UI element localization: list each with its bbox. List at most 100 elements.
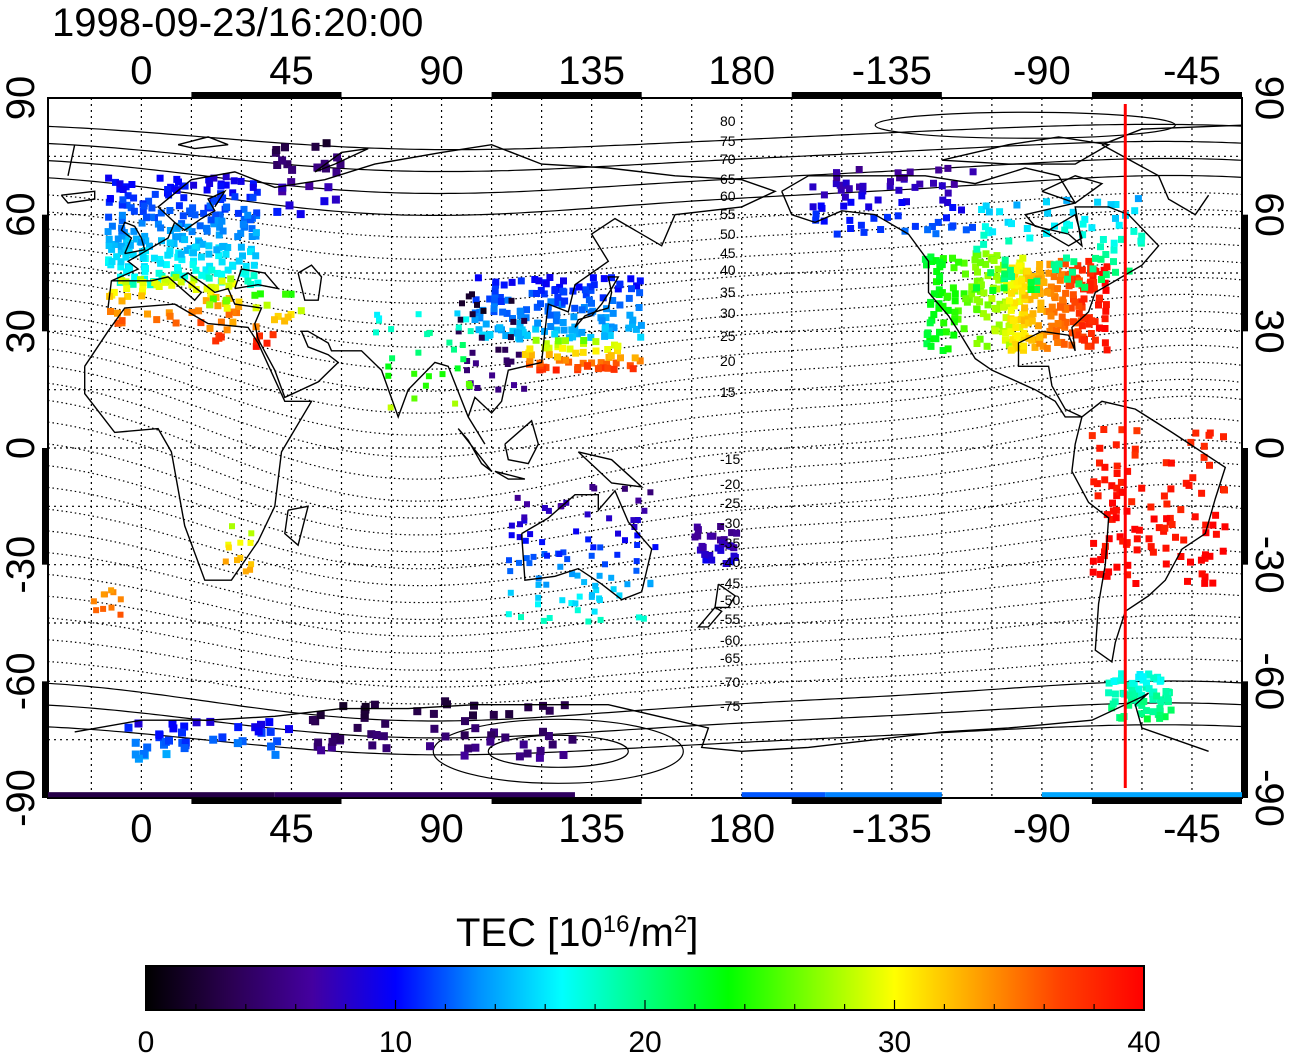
tec-point (246, 216, 254, 224)
tec-point (252, 342, 260, 350)
tec-point (616, 592, 623, 599)
tec-point (491, 287, 499, 295)
tec-point (181, 182, 189, 190)
tec-point (162, 261, 170, 269)
tec-point (1105, 535, 1113, 543)
tec-point (1185, 481, 1193, 489)
tec-point (206, 180, 214, 187)
tec-point (1048, 303, 1056, 311)
tec-point (1074, 262, 1082, 270)
tec-point (93, 607, 100, 614)
tec-point (119, 201, 127, 209)
tec-point (561, 297, 569, 305)
tec-point (274, 312, 282, 320)
tec-point (265, 718, 274, 727)
tec-point (161, 275, 169, 283)
contour-label: 55 (720, 206, 736, 222)
tec-point (526, 345, 534, 353)
tec-point (146, 242, 153, 250)
tec-point (928, 223, 936, 230)
frame-bar (791, 92, 942, 98)
tec-point (263, 301, 271, 309)
tec-point (155, 269, 163, 277)
tec-point (273, 207, 282, 216)
tec-point (641, 507, 648, 514)
coastline (941, 136, 1111, 165)
tec-point (731, 554, 739, 561)
tec-point (285, 201, 294, 210)
tec-point (1095, 294, 1103, 302)
tec-point (1143, 679, 1150, 687)
tec-point (865, 203, 873, 211)
tec-point (847, 225, 855, 232)
tec-point (1050, 308, 1058, 316)
tec-point (1034, 322, 1042, 330)
tec-point (108, 222, 116, 230)
tec-point (175, 178, 182, 186)
tec-point (129, 280, 137, 288)
tec-point (572, 349, 580, 357)
lon-tick-bottom: 45 (269, 807, 314, 851)
tec-point (974, 251, 982, 259)
contour-label: 80 (720, 113, 736, 129)
tec-point (256, 332, 263, 340)
coastline (74, 692, 1209, 752)
tec-point (122, 278, 130, 286)
frame-bar (1242, 448, 1248, 565)
tec-point (874, 196, 882, 204)
tec-point (1018, 287, 1026, 295)
tec-point (984, 301, 992, 309)
tec-point (180, 722, 189, 731)
tec-point (153, 316, 161, 324)
tec-point (130, 194, 138, 202)
tec-point (1046, 327, 1054, 335)
tec-point (635, 304, 643, 311)
tec-point (1105, 568, 1113, 576)
contour-label: -75 (720, 698, 740, 714)
tec-point (305, 182, 314, 191)
tec-point (554, 341, 562, 348)
tec-point (322, 164, 330, 173)
tec-point (1059, 296, 1067, 304)
tec-point (1063, 254, 1070, 262)
tec-point (589, 484, 596, 490)
tec-point (1084, 342, 1092, 350)
tec-point (944, 199, 952, 206)
coastline (234, 268, 280, 290)
tec-point (559, 751, 568, 759)
tec-point (1112, 201, 1120, 208)
tec-point (1095, 324, 1103, 332)
contour-line (48, 310, 1242, 392)
tec-point (1006, 266, 1014, 274)
tec-point (1069, 208, 1077, 216)
tec-point (143, 213, 151, 221)
tec-point (987, 269, 995, 277)
tec-point (269, 331, 277, 339)
tec-point (215, 231, 223, 239)
tec-point (474, 274, 482, 282)
tec-point (331, 195, 340, 204)
tec-point (247, 539, 254, 546)
tec-point (469, 349, 476, 356)
tec-point (496, 294, 504, 301)
tec-point (1068, 268, 1076, 276)
tec-point (1205, 431, 1213, 439)
contour-label: 25 (720, 328, 736, 344)
tec-point (516, 534, 523, 541)
tec-point (1033, 286, 1040, 293)
tec-point (1087, 330, 1095, 337)
tec-point (282, 290, 290, 298)
lon-tick-labels-bottom: 0 45 90 135 180 -135 -90 -45 (130, 807, 1221, 851)
tec-point (509, 315, 516, 322)
tec-point (951, 297, 959, 305)
tec-point (465, 293, 472, 300)
tec-point (962, 270, 969, 278)
tec-point (522, 351, 529, 358)
tec-point (1009, 336, 1017, 344)
tec-point (950, 264, 958, 272)
tec-point (119, 186, 127, 193)
tec-point (534, 319, 542, 327)
tec-point (177, 278, 185, 286)
coastline (67, 124, 1242, 216)
tec-point (812, 216, 820, 224)
